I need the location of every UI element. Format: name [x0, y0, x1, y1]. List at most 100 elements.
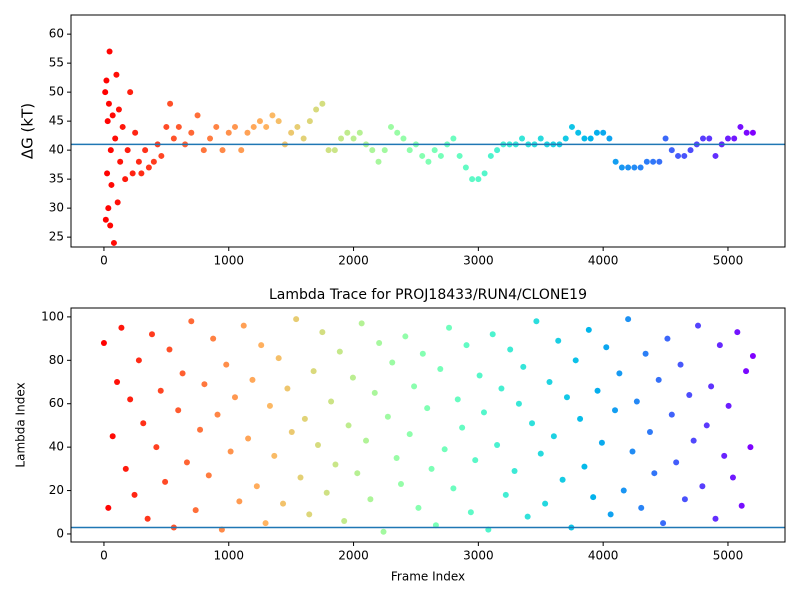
point [262, 520, 269, 527]
point [489, 331, 496, 338]
x-axis-label: Frame Index [391, 570, 465, 584]
point [175, 123, 182, 130]
point [118, 324, 125, 331]
point [263, 123, 270, 130]
point [231, 123, 238, 130]
point [625, 316, 632, 323]
point [105, 100, 112, 107]
point [467, 509, 474, 516]
point [402, 333, 409, 340]
point [593, 129, 600, 136]
point [700, 135, 707, 142]
point [725, 402, 732, 409]
point [129, 170, 136, 177]
y-tick-label: 60 [49, 396, 64, 410]
y-axis-label: ΔG (kT) [19, 103, 37, 159]
point [332, 461, 339, 468]
point [132, 129, 139, 136]
point [131, 491, 138, 498]
point [158, 152, 165, 159]
point [170, 135, 177, 142]
point [288, 428, 295, 435]
point [687, 147, 694, 154]
point [144, 515, 151, 522]
point [562, 135, 569, 142]
point [389, 359, 396, 366]
point [238, 147, 245, 154]
point [555, 337, 562, 344]
point [245, 435, 252, 442]
point [210, 335, 217, 342]
y-tick-label: 30 [49, 201, 64, 215]
point [425, 158, 432, 165]
point [363, 437, 370, 444]
point [350, 135, 357, 142]
point [738, 502, 745, 509]
point [157, 387, 164, 394]
point [668, 147, 675, 154]
point [153, 444, 160, 451]
point [393, 454, 400, 461]
point [585, 326, 592, 333]
point [223, 361, 230, 368]
point [446, 324, 453, 331]
y-tick-label: 20 [49, 483, 64, 497]
point [200, 147, 207, 154]
point [729, 474, 736, 481]
point [737, 123, 744, 130]
point [529, 420, 536, 427]
point [306, 118, 313, 125]
y-tick-label: 40 [49, 440, 64, 454]
point [381, 147, 388, 154]
point [188, 129, 195, 136]
point [175, 407, 182, 414]
point [253, 483, 260, 490]
point [494, 147, 501, 154]
point [498, 385, 505, 392]
point [749, 352, 756, 359]
y-tick-label: 55 [49, 56, 64, 70]
point [546, 379, 553, 386]
point [494, 441, 501, 448]
point [188, 318, 195, 325]
point [102, 216, 109, 223]
point [314, 441, 321, 448]
point [731, 135, 738, 142]
point [167, 100, 174, 107]
point [677, 361, 684, 368]
point [338, 135, 345, 142]
y-tick-label: 40 [49, 143, 64, 157]
x-tick-label: 4000 [588, 549, 619, 563]
point [384, 413, 391, 420]
point [631, 164, 638, 171]
point [415, 504, 422, 511]
plot-area [71, 48, 785, 246]
point [463, 342, 470, 349]
point [109, 433, 116, 440]
point [712, 515, 719, 522]
point [450, 485, 457, 492]
point [231, 394, 238, 401]
point [288, 129, 295, 136]
x-tick-label: 5000 [713, 549, 744, 563]
point [600, 129, 607, 136]
point [699, 483, 706, 490]
point [258, 342, 265, 349]
point [703, 422, 710, 429]
point [323, 489, 330, 496]
point [266, 402, 273, 409]
point [537, 135, 544, 142]
point [367, 496, 374, 503]
x-tick-label: 2000 [338, 254, 369, 268]
point [598, 439, 605, 446]
point [275, 118, 282, 125]
y-tick-label: 25 [49, 230, 64, 244]
point [437, 152, 444, 159]
point [686, 392, 693, 399]
point [633, 398, 640, 405]
point [358, 320, 365, 327]
point [475, 176, 482, 183]
point [369, 147, 376, 154]
point [712, 152, 719, 159]
